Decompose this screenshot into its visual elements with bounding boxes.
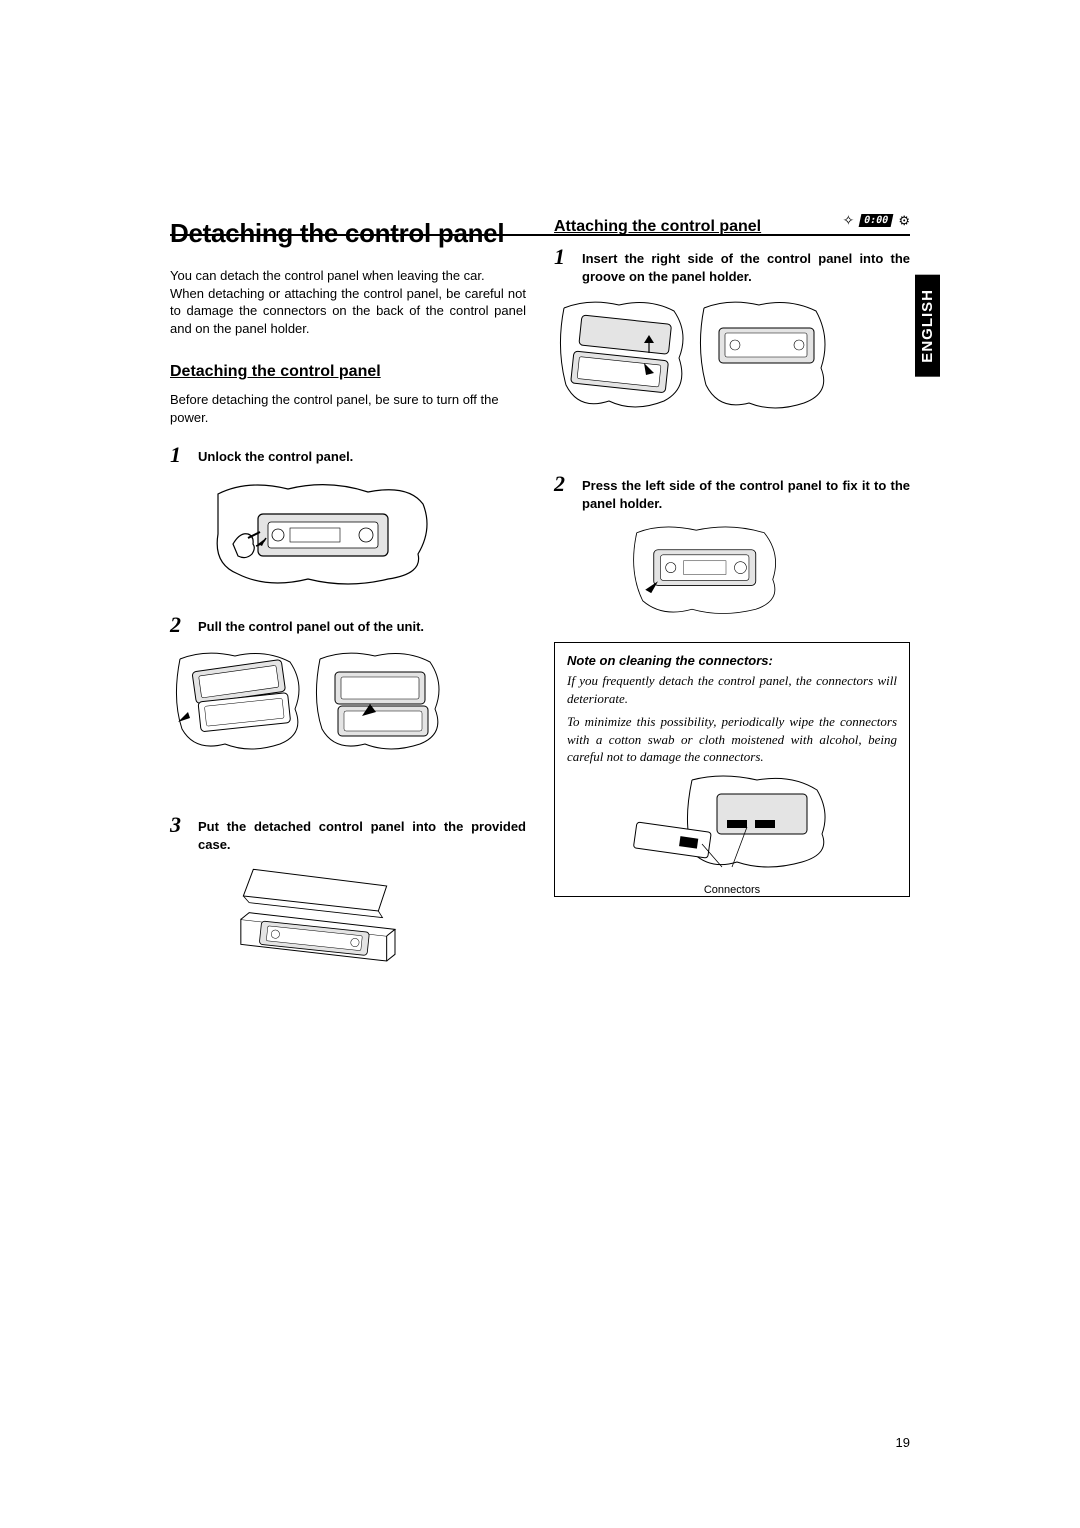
note-title: Note on cleaning the connectors: — [567, 653, 897, 668]
step-text: Put the detached control panel into the … — [198, 814, 526, 853]
display-readout: 0:00 — [859, 214, 894, 227]
left-column: Detaching the control panel You can deta… — [170, 218, 526, 998]
page-number: 19 — [896, 1435, 910, 1450]
gear-icon: ⚙ — [898, 213, 910, 229]
step-text: Press the left side of the control panel… — [582, 473, 910, 512]
detach-step-3: 3 Put the detached control panel into th… — [170, 814, 526, 853]
intro-line-1: You can detach the control panel when le… — [170, 268, 485, 283]
press-illustration — [624, 520, 794, 622]
detach-step-2: 2 Pull the control panel out of the unit… — [170, 614, 526, 636]
connectors-label: Connectors — [567, 884, 897, 896]
step-number: 1 — [554, 246, 572, 268]
manual-page: ✧ 0:00 ⚙ ENGLISH Detaching the control p… — [0, 0, 1080, 1528]
intro-paragraph: You can detach the control panel when le… — [170, 267, 526, 337]
language-tab: ENGLISH — [915, 275, 940, 377]
connectors-illustration — [632, 772, 832, 882]
step-text: Unlock the control panel. — [198, 444, 353, 466]
content-columns: Detaching the control panel You can deta… — [170, 218, 910, 998]
cleaning-note-box: Note on cleaning the connectors: If you … — [554, 642, 910, 897]
attach-step-1: 1 Insert the right side of the control p… — [554, 246, 910, 285]
right-column: Attaching the control panel 1 Insert the… — [554, 218, 910, 998]
intro-line-2: When detaching or attaching the control … — [170, 286, 526, 336]
header-icons: ✧ 0:00 ⚙ — [843, 212, 910, 229]
step-number: 3 — [170, 814, 188, 836]
step-text: Insert the right side of the control pan… — [582, 246, 910, 285]
case-illustration — [220, 861, 420, 978]
note-body-2: To minimize this possibility, periodical… — [567, 713, 897, 766]
note-body-1: If you frequently detach the control pan… — [567, 672, 897, 707]
unlock-illustration — [198, 474, 438, 594]
attach-step-2: 2 Press the left side of the control pan… — [554, 473, 910, 512]
detach-step-1: 1 Unlock the control panel. — [170, 444, 526, 466]
step-number: 2 — [170, 614, 188, 636]
insert-illustration — [554, 293, 834, 453]
detach-section-title: Detaching the control panel — [170, 363, 526, 381]
pull-illustration — [170, 644, 450, 794]
step-number: 2 — [554, 473, 572, 495]
header-rule — [170, 234, 910, 236]
star-icon: ✧ — [843, 212, 855, 229]
detach-section-intro: Before detaching the control panel, be s… — [170, 391, 526, 426]
step-number: 1 — [170, 444, 188, 466]
step-text: Pull the control panel out of the unit. — [198, 614, 424, 636]
